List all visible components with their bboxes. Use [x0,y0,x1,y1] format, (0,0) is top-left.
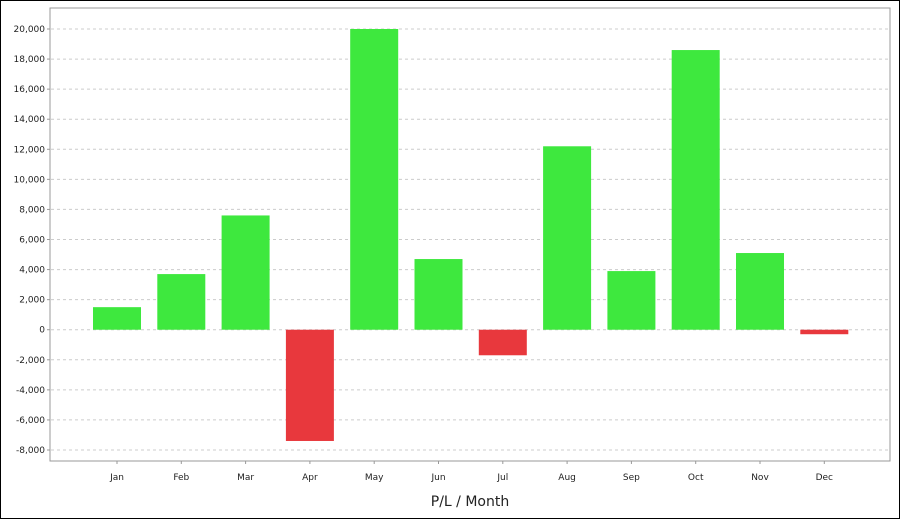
x-tick-label-feb: Feb [173,473,189,483]
x-tick-label-mar: Mar [237,473,254,483]
bar-jan [93,307,141,330]
bar-jul [478,329,527,356]
y-tick-label: 14,000 [14,115,46,125]
bar-jun [414,259,463,330]
y-tick-label: 12,000 [14,145,46,155]
plot-area [49,7,891,462]
y-tick-label: 20,000 [14,25,46,35]
y-tick-label: 18,000 [14,55,46,65]
bar-nov [736,253,784,330]
x-tick-label-aug: Aug [558,473,576,483]
bars [93,29,849,441]
bar-mar [221,215,270,330]
y-tick-label: 0 [39,326,45,336]
x-tick-label-jul: Jul [496,473,508,483]
x-tick-label-may: May [365,473,384,483]
bar-may [350,29,399,330]
y-tick-label: 16,000 [14,85,46,95]
bar-feb [157,274,206,330]
bar-sep [607,271,656,330]
bar-apr [285,329,334,441]
y-tick-label: -2,000 [16,356,45,366]
y-tick-label: 10,000 [14,175,46,185]
x-tick-label-jan: Jan [109,473,124,483]
bar-aug [543,146,592,330]
x-tick-label-dec: Dec [816,473,833,483]
y-tick-labels: -8,000 -6,000 -4,000 -2,000 0 2,000 4,000 6,000… [14,25,46,456]
x-tick-label-sep: Sep [623,473,640,483]
x-tick-labels: Jan Feb Mar Apr May Jun Jul Aug Sep Oct Nov Dec [109,461,833,483]
y-tick-label: 8,000 [19,205,45,215]
y-tick-label: 4,000 [19,266,45,276]
y-tick-label: 2,000 [19,296,45,306]
x-tick-label-nov: Nov [751,473,769,483]
bar-oct [671,50,720,330]
bar-dec [800,329,849,335]
y-tick-label: -6,000 [16,416,45,426]
x-axis-title: P/L / Month [431,494,509,510]
x-tick-label-apr: Apr [302,473,318,483]
x-tick-label-jun: Jun [430,473,445,483]
y-tick-label: 6,000 [19,236,45,246]
y-tick-label: -8,000 [16,446,45,456]
y-tick-label: -4,000 [16,386,45,396]
x-tick-label-oct: Oct [688,473,704,483]
